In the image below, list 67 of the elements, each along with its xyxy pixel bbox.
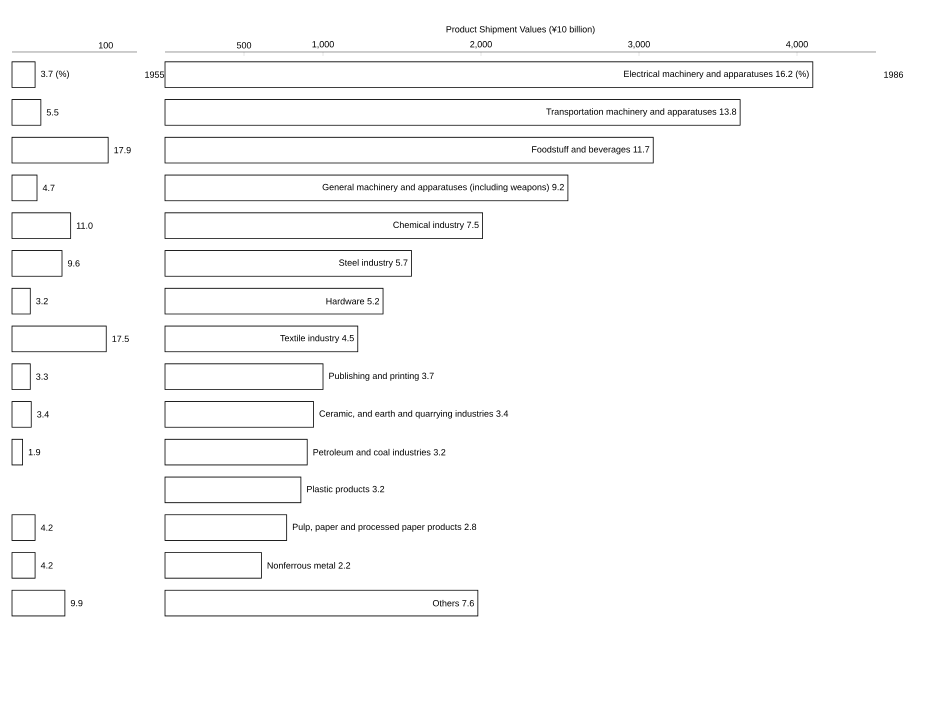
bar bbox=[164, 401, 314, 428]
bar bbox=[164, 99, 741, 126]
bar bbox=[12, 212, 72, 239]
y-tick-label: 9.6 bbox=[68, 260, 80, 267]
bar bbox=[12, 590, 66, 616]
bar bbox=[164, 590, 478, 616]
bar bbox=[164, 476, 302, 504]
bar bbox=[164, 552, 262, 579]
bar bbox=[164, 514, 288, 541]
y-tick-label: 11.0 bbox=[76, 222, 93, 229]
x-axis-title: Product Shipment Values (¥10 billion) bbox=[446, 26, 595, 34]
y-tick-label: 4.2 bbox=[40, 524, 53, 531]
bar bbox=[12, 363, 31, 390]
y-tick-label: Hardware 5.2 bbox=[326, 298, 380, 304]
x-tick-label: 3,000 bbox=[628, 41, 650, 48]
y-tick-label: 1.9 bbox=[28, 448, 40, 456]
y-tick-label: Nonferrous metal 2.2 bbox=[268, 562, 350, 569]
x-tick-label: 4,000 bbox=[786, 41, 808, 48]
bar bbox=[12, 136, 109, 164]
x-tick-label: 500 bbox=[236, 42, 252, 48]
bar bbox=[164, 438, 308, 466]
bar bbox=[12, 438, 23, 466]
y-tick-label: Foodstuff and beverages 11.7 bbox=[532, 146, 650, 154]
y-tick-label: Steel industry 5.7 bbox=[339, 259, 408, 268]
y-tick-label: 3.4 bbox=[37, 411, 49, 418]
y-tick-label: 3.7 (%) bbox=[40, 70, 69, 79]
text: 1986 bbox=[884, 71, 904, 78]
bar bbox=[12, 61, 36, 88]
bar bbox=[164, 326, 358, 352]
text: 1955 bbox=[145, 71, 164, 78]
bar bbox=[12, 174, 38, 202]
y-tick-label: 3.3 bbox=[36, 373, 48, 380]
bar bbox=[12, 401, 32, 428]
bar bbox=[12, 552, 36, 579]
x-tick-label: 1,000 bbox=[312, 41, 334, 48]
bar bbox=[12, 514, 36, 541]
bar bbox=[164, 212, 483, 239]
y-tick-label: Transportation machinery and apparatuses 13.8 bbox=[546, 108, 736, 117]
y-tick-label: 17.5 bbox=[112, 336, 129, 342]
bar bbox=[12, 250, 62, 277]
text: 100 bbox=[98, 42, 113, 48]
y-tick-label: Pulp, paper and processed paper products 2.8 bbox=[292, 523, 476, 532]
bar bbox=[12, 99, 42, 126]
y-tick-label: 4.2 bbox=[40, 562, 53, 568]
bar bbox=[12, 326, 107, 352]
bar bbox=[164, 250, 412, 277]
y-tick-label: 4.7 bbox=[42, 184, 55, 191]
y-tick-label: 17.9 bbox=[114, 146, 131, 154]
bar bbox=[164, 61, 814, 88]
y-tick-label: 9.9 bbox=[70, 600, 82, 606]
y-tick-label: 3.2 bbox=[36, 298, 48, 304]
bar bbox=[164, 363, 324, 390]
x-tick-label: 2,000 bbox=[470, 41, 492, 48]
y-tick-label: Petroleum and coal industries 3.2 bbox=[313, 448, 446, 456]
y-tick-label: Others 7.6 bbox=[432, 600, 474, 606]
y-tick-label: Publishing and printing 3.7 bbox=[329, 372, 434, 381]
y-tick-label: Chemical industry 7.5 bbox=[393, 221, 479, 230]
bar bbox=[164, 288, 384, 314]
y-tick-label: Ceramic, and earth and quarrying industries 3.4 bbox=[320, 410, 508, 419]
y-tick-label: Plastic products 3.2 bbox=[307, 486, 384, 494]
bar bbox=[12, 288, 31, 314]
y-tick-label: 5.5 bbox=[46, 109, 58, 116]
bar bbox=[164, 174, 568, 202]
y-tick-label: Textile industry 4.5 bbox=[280, 334, 354, 344]
y-tick-label: Electrical machinery and apparatuses 16.2 (%) bbox=[624, 70, 809, 79]
y-tick-label: General machinery and apparatuses (including weapons) 9.2 bbox=[322, 184, 564, 192]
bar bbox=[164, 136, 654, 164]
